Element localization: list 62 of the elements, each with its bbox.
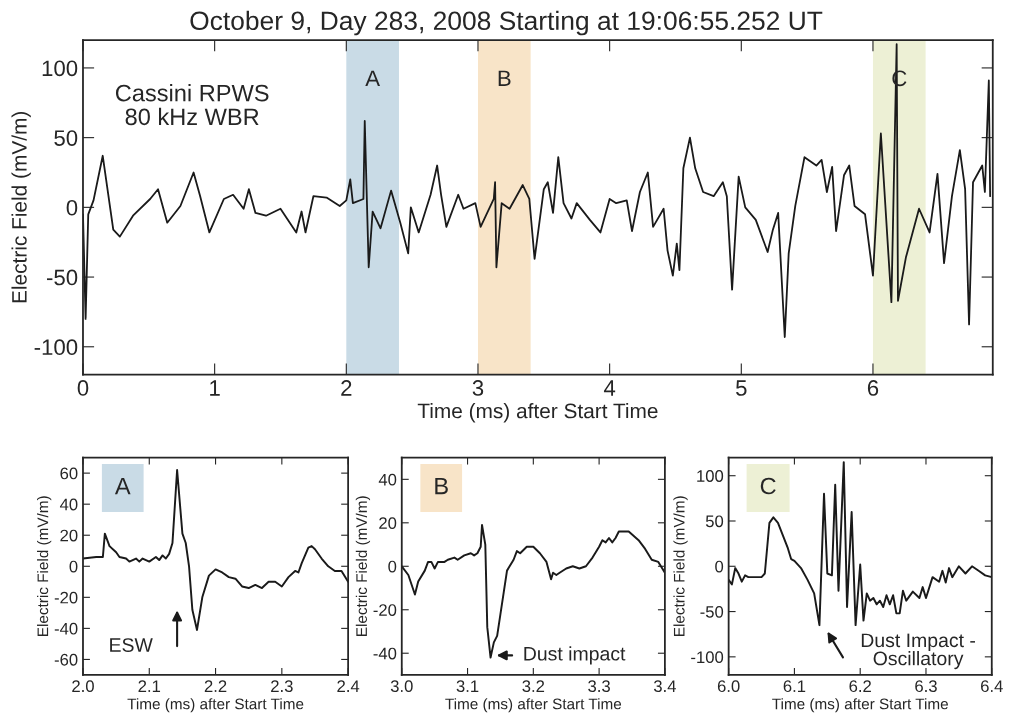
x-tick-label: 2.2 (204, 680, 227, 692)
x-tick-label: 3 (472, 380, 484, 396)
annotation: Cassini RPWS 80 kHz WBR (115, 84, 269, 126)
y-tick-label: 20 (379, 517, 397, 530)
y-tick-label: -20 (54, 591, 78, 604)
y-tick-label: 20 (60, 529, 78, 542)
band-label: A (365, 70, 381, 86)
y-tick-label: 40 (59, 498, 78, 511)
y-tick-label: 60 (60, 467, 78, 480)
x-tick-label: 6.3 (915, 680, 937, 693)
x-tick-label: 4 (603, 380, 616, 396)
y-tick-label: 0 (66, 199, 78, 216)
x-tick-label: 6.4 (981, 680, 1003, 693)
y-tick-label: 100 (42, 60, 78, 77)
y-tick-label: -100 (34, 339, 78, 356)
y-tick-label: 50 (705, 515, 724, 528)
x-tick-label: 3.3 (588, 680, 610, 693)
y-tick-label: -100 (691, 651, 724, 664)
x-tick-label: 2.3 (271, 680, 293, 693)
y-tick-label: 0 (69, 560, 78, 573)
annotation: C (760, 477, 776, 495)
x-axis-title: Time (ms) after Start Time (445, 698, 622, 713)
annotation: B (435, 477, 448, 495)
annotation: ESW (110, 638, 153, 652)
y-tick-label: 0 (388, 560, 397, 573)
y-tick-label: -20 (373, 604, 397, 616)
y-tick-label: -60 (54, 653, 78, 666)
annotation: Dust impact (524, 646, 626, 665)
x-tick-label: 3.2 (522, 680, 545, 693)
y-axis-title: Electric Field (mV/m) (673, 496, 688, 636)
y-tick-label: 0 (715, 560, 724, 573)
x-tick-label: 6.2 (849, 680, 871, 693)
x-tick-label: 2.4 (337, 680, 360, 692)
x-axis-title: Time (ms) after Start Time (127, 698, 304, 713)
x-tick-label: 3.1 (456, 680, 479, 693)
x-tick-label: 6 (867, 380, 879, 396)
y-tick-label: 50 (54, 130, 78, 146)
annotation: A (114, 477, 131, 495)
x-tick-label: 3.0 (390, 680, 413, 693)
x-tick-label: 2 (341, 380, 352, 396)
x-tick-label: 2.1 (138, 680, 161, 692)
y-axis-title: Electric Field (mV/m) (11, 111, 31, 303)
x-tick-label: 6.0 (717, 680, 740, 693)
x-tick-label: 2.0 (72, 680, 94, 693)
x-tick-label: 1 (210, 380, 220, 396)
y-axis-title: Electric Field (mV/m) (37, 496, 52, 636)
chart-title: October 9, Day 283, 2008 Starting at 19:06:55.252 UT (190, 10, 823, 36)
x-tick-label: 5 (736, 380, 747, 396)
y-tick-label: 40 (378, 473, 397, 486)
y-axis-title: Electric Field (mV/m) (355, 496, 371, 636)
y-tick-label: 100 (697, 470, 724, 482)
x-axis-title: Time (ms) after Start Time (772, 698, 948, 713)
annotation: Dust Impact - Oscillatory (861, 633, 976, 670)
y-tick-label: -50 (46, 269, 78, 286)
y-tick-label: -40 (373, 647, 397, 660)
x-tick-label: 6.1 (783, 680, 806, 693)
x-tick-label: 3.4 (653, 680, 676, 693)
x-tick-label: 0 (77, 380, 89, 396)
band-label: B (498, 70, 511, 86)
x-axis-title: Time (ms) after Start Time (417, 403, 658, 423)
y-tick-label: -40 (54, 622, 78, 635)
y-tick-label: -50 (700, 605, 724, 618)
